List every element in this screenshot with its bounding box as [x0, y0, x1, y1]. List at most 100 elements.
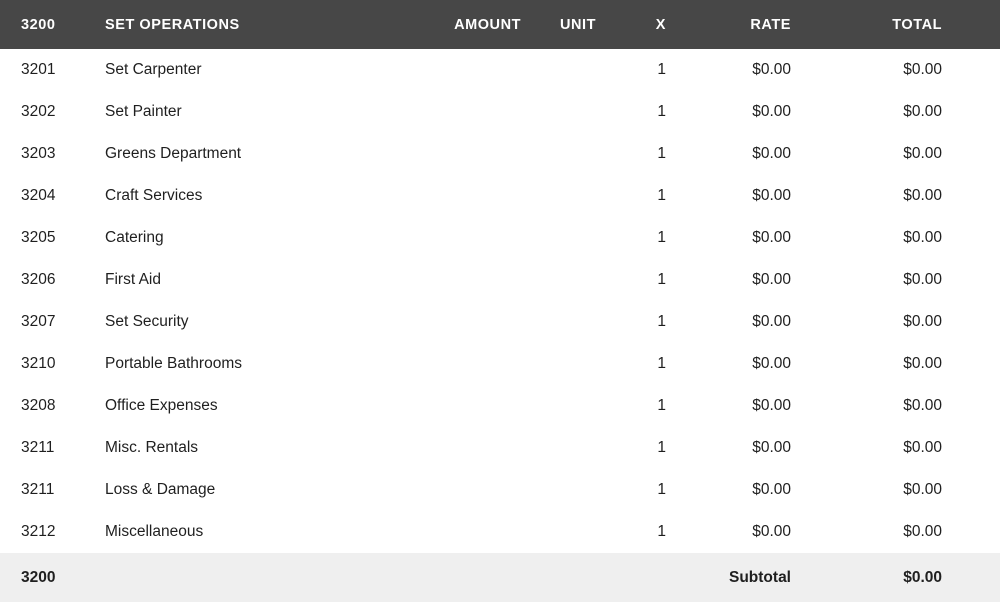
row-cell-amount[interactable]	[440, 343, 545, 385]
row-cell-code[interactable]: 3206	[21, 271, 56, 288]
row-cell-unit[interactable]	[545, 385, 620, 427]
row-cell-code[interactable]: 3207	[21, 313, 56, 330]
row-cell-unit[interactable]	[545, 511, 620, 553]
column-header-total[interactable]: TOTAL	[892, 16, 942, 33]
row-cell-x[interactable]: 1	[657, 397, 666, 414]
row-cell-amount[interactable]	[440, 259, 545, 301]
table-row[interactable]: 3201 Set Carpenter 1 $0.00 $0.00	[0, 49, 1000, 91]
row-cell-total[interactable]: $0.00	[903, 313, 942, 330]
row-cell-x[interactable]: 1	[657, 523, 666, 540]
row-cell-total[interactable]: $0.00	[903, 187, 942, 204]
row-cell-amount[interactable]	[440, 385, 545, 427]
row-cell-unit[interactable]	[545, 49, 620, 91]
row-cell-amount[interactable]	[440, 133, 545, 175]
table-row[interactable]: 3212 Miscellaneous 1 $0.00 $0.00	[0, 511, 1000, 553]
table-row[interactable]: 3205 Catering 1 $0.00 $0.00	[0, 217, 1000, 259]
row-cell-unit[interactable]	[545, 217, 620, 259]
row-cell-total[interactable]: $0.00	[903, 523, 942, 540]
row-cell-code[interactable]: 3210	[21, 355, 56, 372]
table-row[interactable]: 3211 Loss & Damage 1 $0.00 $0.00	[0, 469, 1000, 511]
table-row[interactable]: 3208 Office Expenses 1 $0.00 $0.00	[0, 385, 1000, 427]
row-cell-x[interactable]: 1	[657, 313, 666, 330]
row-cell-rate[interactable]: $0.00	[752, 355, 791, 372]
column-header-unit[interactable]: UNIT	[559, 16, 596, 33]
row-cell-code[interactable]: 3212	[21, 523, 56, 540]
column-header-description[interactable]: SET OPERATIONS	[105, 16, 240, 33]
row-cell-x[interactable]: 1	[657, 355, 666, 372]
row-cell-x[interactable]: 1	[657, 103, 666, 120]
row-cell-unit[interactable]	[545, 259, 620, 301]
row-cell-rate[interactable]: $0.00	[752, 397, 791, 414]
row-cell-description[interactable]: First Aid	[105, 271, 161, 288]
row-cell-unit[interactable]	[545, 343, 620, 385]
row-cell-total[interactable]: $0.00	[903, 61, 942, 78]
table-row[interactable]: 3203 Greens Department 1 $0.00 $0.00	[0, 133, 1000, 175]
row-cell-total[interactable]: $0.00	[903, 397, 942, 414]
row-cell-rate[interactable]: $0.00	[752, 523, 791, 540]
column-header-rate[interactable]: RATE	[750, 16, 791, 33]
row-cell-total[interactable]: $0.00	[903, 355, 942, 372]
row-cell-x[interactable]: 1	[657, 481, 666, 498]
row-cell-total[interactable]: $0.00	[903, 229, 942, 246]
row-cell-code[interactable]: 3203	[21, 145, 56, 162]
row-cell-description[interactable]: Set Painter	[105, 103, 182, 120]
column-header-x[interactable]: X	[655, 16, 666, 33]
table-row[interactable]: 3206 First Aid 1 $0.00 $0.00	[0, 259, 1000, 301]
row-cell-rate[interactable]: $0.00	[752, 313, 791, 330]
row-cell-code[interactable]: 3211	[21, 481, 55, 498]
row-cell-rate[interactable]: $0.00	[752, 229, 791, 246]
row-cell-amount[interactable]	[440, 91, 545, 133]
row-cell-total[interactable]: $0.00	[903, 103, 942, 120]
row-cell-x[interactable]: 1	[657, 145, 666, 162]
row-cell-total[interactable]: $0.00	[903, 439, 942, 456]
row-cell-code[interactable]: 3205	[21, 229, 56, 246]
row-cell-x[interactable]: 1	[657, 229, 666, 246]
row-cell-amount[interactable]	[440, 469, 545, 511]
row-cell-description[interactable]: Misc. Rentals	[105, 439, 199, 456]
row-cell-description[interactable]: Greens Department	[105, 145, 242, 162]
row-cell-unit[interactable]	[545, 301, 620, 343]
column-header-code[interactable]: 3200	[21, 16, 56, 33]
row-cell-unit[interactable]	[545, 469, 620, 511]
row-cell-x[interactable]: 1	[657, 439, 666, 456]
row-cell-unit[interactable]	[545, 91, 620, 133]
table-row[interactable]: 3202 Set Painter 1 $0.00 $0.00	[0, 91, 1000, 133]
row-cell-total[interactable]: $0.00	[903, 145, 942, 162]
row-cell-rate[interactable]: $0.00	[752, 187, 791, 204]
row-cell-amount[interactable]	[440, 511, 545, 553]
row-cell-x[interactable]: 1	[657, 61, 666, 78]
row-cell-amount[interactable]	[440, 175, 545, 217]
row-cell-unit[interactable]	[545, 427, 620, 469]
row-cell-description[interactable]: Set Carpenter	[105, 61, 202, 78]
row-cell-description[interactable]: Catering	[105, 229, 164, 246]
row-cell-description[interactable]: Craft Services	[105, 187, 203, 204]
row-cell-rate[interactable]: $0.00	[752, 271, 791, 288]
row-cell-description[interactable]: Office Expenses	[105, 397, 218, 414]
row-cell-rate[interactable]: $0.00	[752, 145, 791, 162]
row-cell-rate[interactable]: $0.00	[752, 103, 791, 120]
row-cell-amount[interactable]	[440, 427, 545, 469]
column-header-amount[interactable]: AMOUNT	[454, 16, 521, 33]
row-cell-code[interactable]: 3208	[21, 397, 56, 414]
row-cell-amount[interactable]	[440, 301, 545, 343]
row-cell-unit[interactable]	[545, 133, 620, 175]
row-cell-rate[interactable]: $0.00	[752, 439, 791, 456]
table-row[interactable]: 3207 Set Security 1 $0.00 $0.00	[0, 301, 1000, 343]
row-cell-description[interactable]: Set Security	[105, 313, 189, 330]
row-cell-total[interactable]: $0.00	[903, 271, 942, 288]
row-cell-code[interactable]: 3201	[21, 61, 56, 78]
row-cell-rate[interactable]: $0.00	[752, 61, 791, 78]
table-row[interactable]: 3204 Craft Services 1 $0.00 $0.00	[0, 175, 1000, 217]
row-cell-description[interactable]: Loss & Damage	[105, 481, 216, 498]
table-row[interactable]: 3210 Portable Bathrooms 1 $0.00 $0.00	[0, 343, 1000, 385]
row-cell-code[interactable]: 3211	[21, 439, 55, 456]
row-cell-description[interactable]: Portable Bathrooms	[105, 355, 242, 372]
row-cell-x[interactable]: 1	[657, 187, 666, 204]
row-cell-amount[interactable]	[440, 217, 545, 259]
row-cell-code[interactable]: 3204	[21, 187, 56, 204]
row-cell-amount[interactable]	[440, 49, 545, 91]
row-cell-code[interactable]: 3202	[21, 103, 56, 120]
row-cell-description[interactable]: Miscellaneous	[105, 523, 204, 540]
row-cell-rate[interactable]: $0.00	[752, 481, 791, 498]
table-row[interactable]: 3211 Misc. Rentals 1 $0.00 $0.00	[0, 427, 1000, 469]
